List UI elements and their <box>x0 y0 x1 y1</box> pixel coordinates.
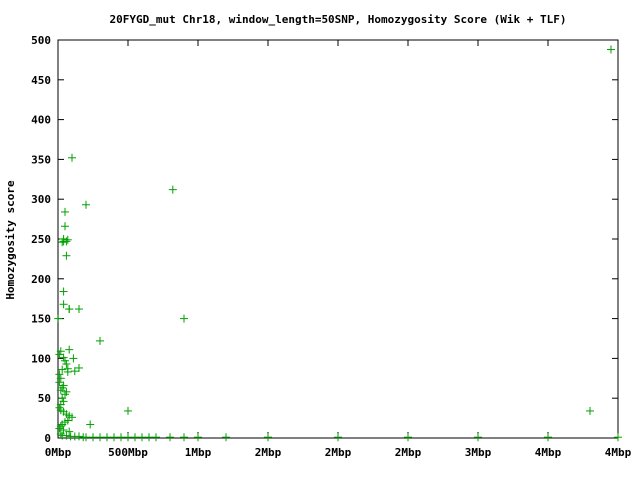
data-point <box>82 433 90 442</box>
data-point <box>404 433 412 442</box>
data-point <box>56 347 65 356</box>
data-point <box>75 305 83 314</box>
data-point <box>194 433 202 442</box>
y-tick-label: 200 <box>31 273 51 286</box>
x-tick-label: 4Mbp <box>535 446 562 459</box>
data-point <box>82 200 90 209</box>
data-point <box>61 356 69 365</box>
data-point <box>86 420 95 429</box>
data-point <box>55 378 64 387</box>
data-point <box>70 367 79 376</box>
x-axis: 0Mbp 500Mbp 1Mbp 2Mbp 2Mbp 2Mbp 3Mbp 4Mbp 4Mbp <box>45 40 632 459</box>
data-point <box>124 433 132 442</box>
data-point <box>62 237 71 246</box>
y-tick-label: 300 <box>31 193 51 206</box>
data-point <box>61 222 69 231</box>
data-point <box>63 235 72 244</box>
data-point <box>614 433 622 442</box>
y-tick-label: 500 <box>31 34 51 47</box>
data-point <box>62 251 71 260</box>
data-point <box>145 433 153 442</box>
x-tick-label: 2Mbp <box>325 446 352 459</box>
data-point <box>63 364 72 373</box>
y-tick-label: 100 <box>31 352 51 365</box>
data-point <box>58 238 67 247</box>
data-point <box>264 433 272 442</box>
x-tick-label: 2Mbp <box>395 446 422 459</box>
data-point <box>124 406 132 415</box>
data-point <box>168 185 177 194</box>
data-point <box>58 394 67 403</box>
data-point <box>96 433 104 442</box>
data-point <box>75 432 83 441</box>
data-point <box>56 386 65 395</box>
data-point <box>180 433 188 442</box>
data-point <box>96 336 104 345</box>
data-point <box>59 287 68 296</box>
y-tick-label: 250 <box>31 233 51 246</box>
chart-title: 20FYGD_mut Chr18, window_length=50SNP, H… <box>110 13 567 26</box>
x-tick-label: 0Mbp <box>45 446 72 459</box>
data-point <box>131 433 139 442</box>
data-point <box>103 433 111 442</box>
data-point <box>110 433 118 442</box>
data-point <box>69 354 78 363</box>
data-point <box>180 314 188 323</box>
data-point <box>56 374 65 383</box>
y-tick-label: 50 <box>38 392 51 405</box>
x-tick-label: 3Mbp <box>465 446 492 459</box>
data-point <box>138 433 146 442</box>
data-point <box>62 359 71 368</box>
data-points <box>54 45 622 442</box>
data-point <box>62 431 71 440</box>
y-axis: 0 50 100 150 200 250 300 350 400 450 500 <box>31 34 618 445</box>
plot-border <box>57 39 619 439</box>
data-point <box>68 413 76 422</box>
y-tick-label: 400 <box>31 114 51 127</box>
y-axis-label: Homozygosity score <box>4 180 17 300</box>
data-point <box>474 433 482 442</box>
data-point <box>58 365 67 374</box>
data-point <box>65 305 74 314</box>
data-point <box>152 433 160 442</box>
data-point <box>54 314 63 323</box>
plot-frame <box>57 39 619 439</box>
data-point <box>607 45 615 54</box>
data-point <box>56 430 65 439</box>
data-point <box>117 433 125 442</box>
data-point <box>68 153 76 162</box>
data-point <box>334 433 342 442</box>
y-tick-label: 450 <box>31 74 51 87</box>
y-tick-label: 0 <box>44 432 51 445</box>
data-point <box>59 353 68 362</box>
x-tick-label: 500Mbp <box>108 446 148 459</box>
data-point <box>75 363 83 372</box>
y-tick-label: 150 <box>31 313 51 326</box>
data-point <box>586 406 594 415</box>
x-tick-label: 2Mbp <box>255 446 282 459</box>
data-point <box>55 370 64 379</box>
data-point <box>55 350 64 359</box>
data-point <box>65 345 74 354</box>
data-point <box>544 433 552 442</box>
x-tick-label: 1Mbp <box>185 446 212 459</box>
data-point <box>166 433 174 442</box>
y-tick-label: 350 <box>31 153 51 166</box>
data-point <box>55 424 64 433</box>
x-tick-label: 4Mbp <box>605 446 632 459</box>
data-point <box>222 433 230 442</box>
data-point <box>59 300 68 309</box>
data-point <box>89 433 97 442</box>
data-point <box>61 207 69 216</box>
